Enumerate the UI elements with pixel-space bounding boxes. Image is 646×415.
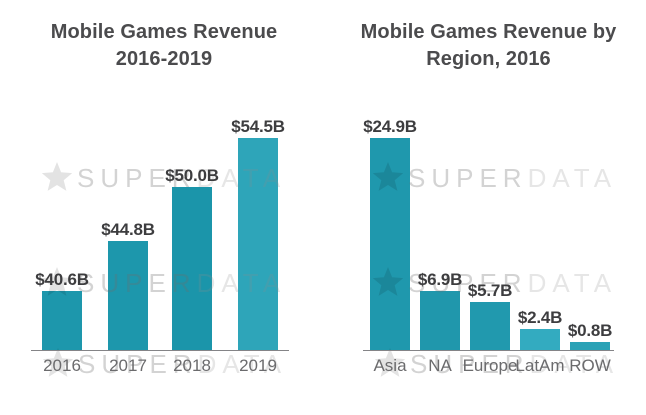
bar-2019 [238,138,278,350]
bar-latam [520,329,560,350]
left-chart-title-line1: Mobile Games Revenue [50,21,278,43]
bar-value-label: $0.8B [567,321,613,340]
x-axis-label: Europe [462,356,518,375]
bar-value-label: $44.8B [101,220,155,239]
x-axis-line [363,350,614,351]
watermark-text-data: DATA [527,163,618,193]
x-axis-label: 2018 [173,356,211,375]
star-icon [41,162,73,191]
x-axis-label: 2016 [43,356,81,375]
bar-value-label: $50.0B [165,166,219,185]
left-chart-title-line2: 2016-2019 [115,48,213,70]
x-axis-label: 2019 [239,356,277,375]
bar-value-label: $40.6B [35,270,89,289]
x-axis-line [31,350,289,351]
x-axis-label: ROW [569,356,611,375]
bar-2017 [108,241,148,350]
bar-2018 [172,187,212,350]
bar-value-label: $5.7B [467,281,513,300]
bar-asia [370,138,410,350]
bar-value-label: $6.9B [417,270,463,289]
left-chart-title: Mobile Games Revenue 2016-2019 [18,19,310,73]
bar-na [420,291,460,350]
bar-europe [470,302,510,350]
right-chart-title-line1: Mobile Games Revenue by [360,21,617,43]
right-chart-title-line2: Region, 2016 [426,48,551,70]
right-chart-title: Mobile Games Revenue by Region, 2016 [346,19,631,73]
bar-value-label: $24.9B [363,117,417,136]
x-axis-label: Asia [373,356,407,375]
bar-2016 [42,291,82,350]
bar-value-label: $2.4B [517,308,563,327]
watermark-text-super: SUPER [408,163,528,193]
bar-value-label: $54.5B [231,117,285,136]
x-axis-label: NA [428,356,452,375]
watermark-text-data: DATA [527,268,618,298]
x-axis-label: 2017 [109,356,147,375]
bar-row [570,342,610,350]
x-axis-label: LatAm [515,356,565,375]
